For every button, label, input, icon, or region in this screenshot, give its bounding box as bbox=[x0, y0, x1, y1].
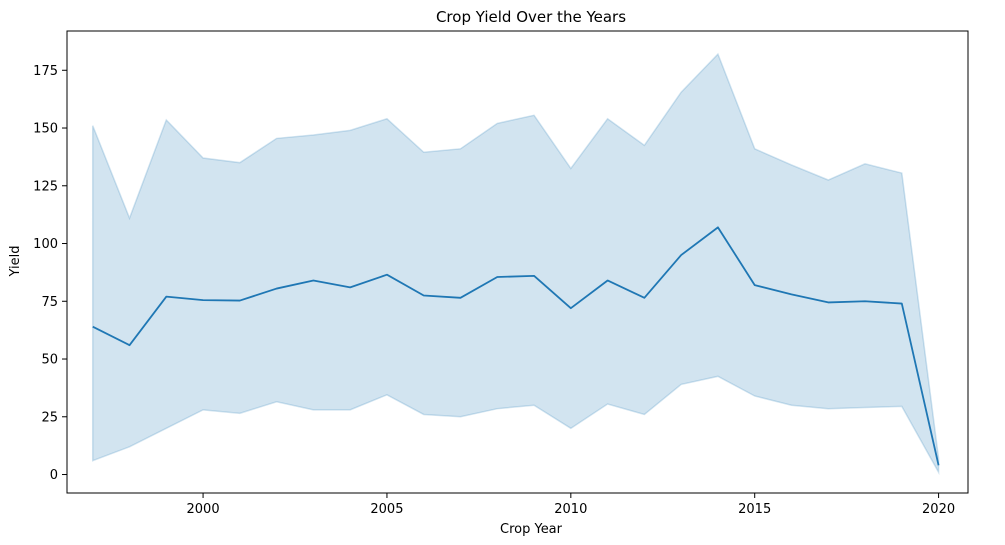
x-tick-label: 2000 bbox=[187, 502, 220, 517]
x-axis-ticks: 2000 2005 2010 2015 2020 bbox=[187, 493, 955, 517]
confidence-band-layer bbox=[91, 52, 940, 476]
x-tick-label: 2015 bbox=[738, 502, 771, 517]
x-tick-label: 2010 bbox=[554, 502, 587, 517]
y-tick-label: 175 bbox=[33, 64, 58, 79]
confidence-band bbox=[91, 52, 940, 476]
chart-title: Crop Yield Over the Years bbox=[436, 8, 626, 26]
y-axis-label: Yield bbox=[8, 246, 23, 278]
y-tick-label: 125 bbox=[33, 179, 58, 194]
y-tick-label: 25 bbox=[41, 410, 58, 425]
y-tick-label: 0 bbox=[50, 468, 58, 483]
y-tick-label: 50 bbox=[41, 353, 58, 368]
y-tick-label: 150 bbox=[33, 122, 58, 137]
y-tick-label: 75 bbox=[41, 295, 58, 310]
y-tick-label: 100 bbox=[33, 237, 58, 252]
plot-frame bbox=[66, 30, 969, 494]
x-tick-label: 2020 bbox=[922, 502, 955, 517]
x-axis-label: Crop Year bbox=[500, 522, 563, 537]
series-line-layer bbox=[92, 226, 940, 466]
y-axis-ticks: 0 25 50 75 100 125 150 175 bbox=[33, 64, 67, 483]
x-tick-label: 2005 bbox=[370, 502, 403, 517]
series-line bbox=[92, 226, 940, 466]
